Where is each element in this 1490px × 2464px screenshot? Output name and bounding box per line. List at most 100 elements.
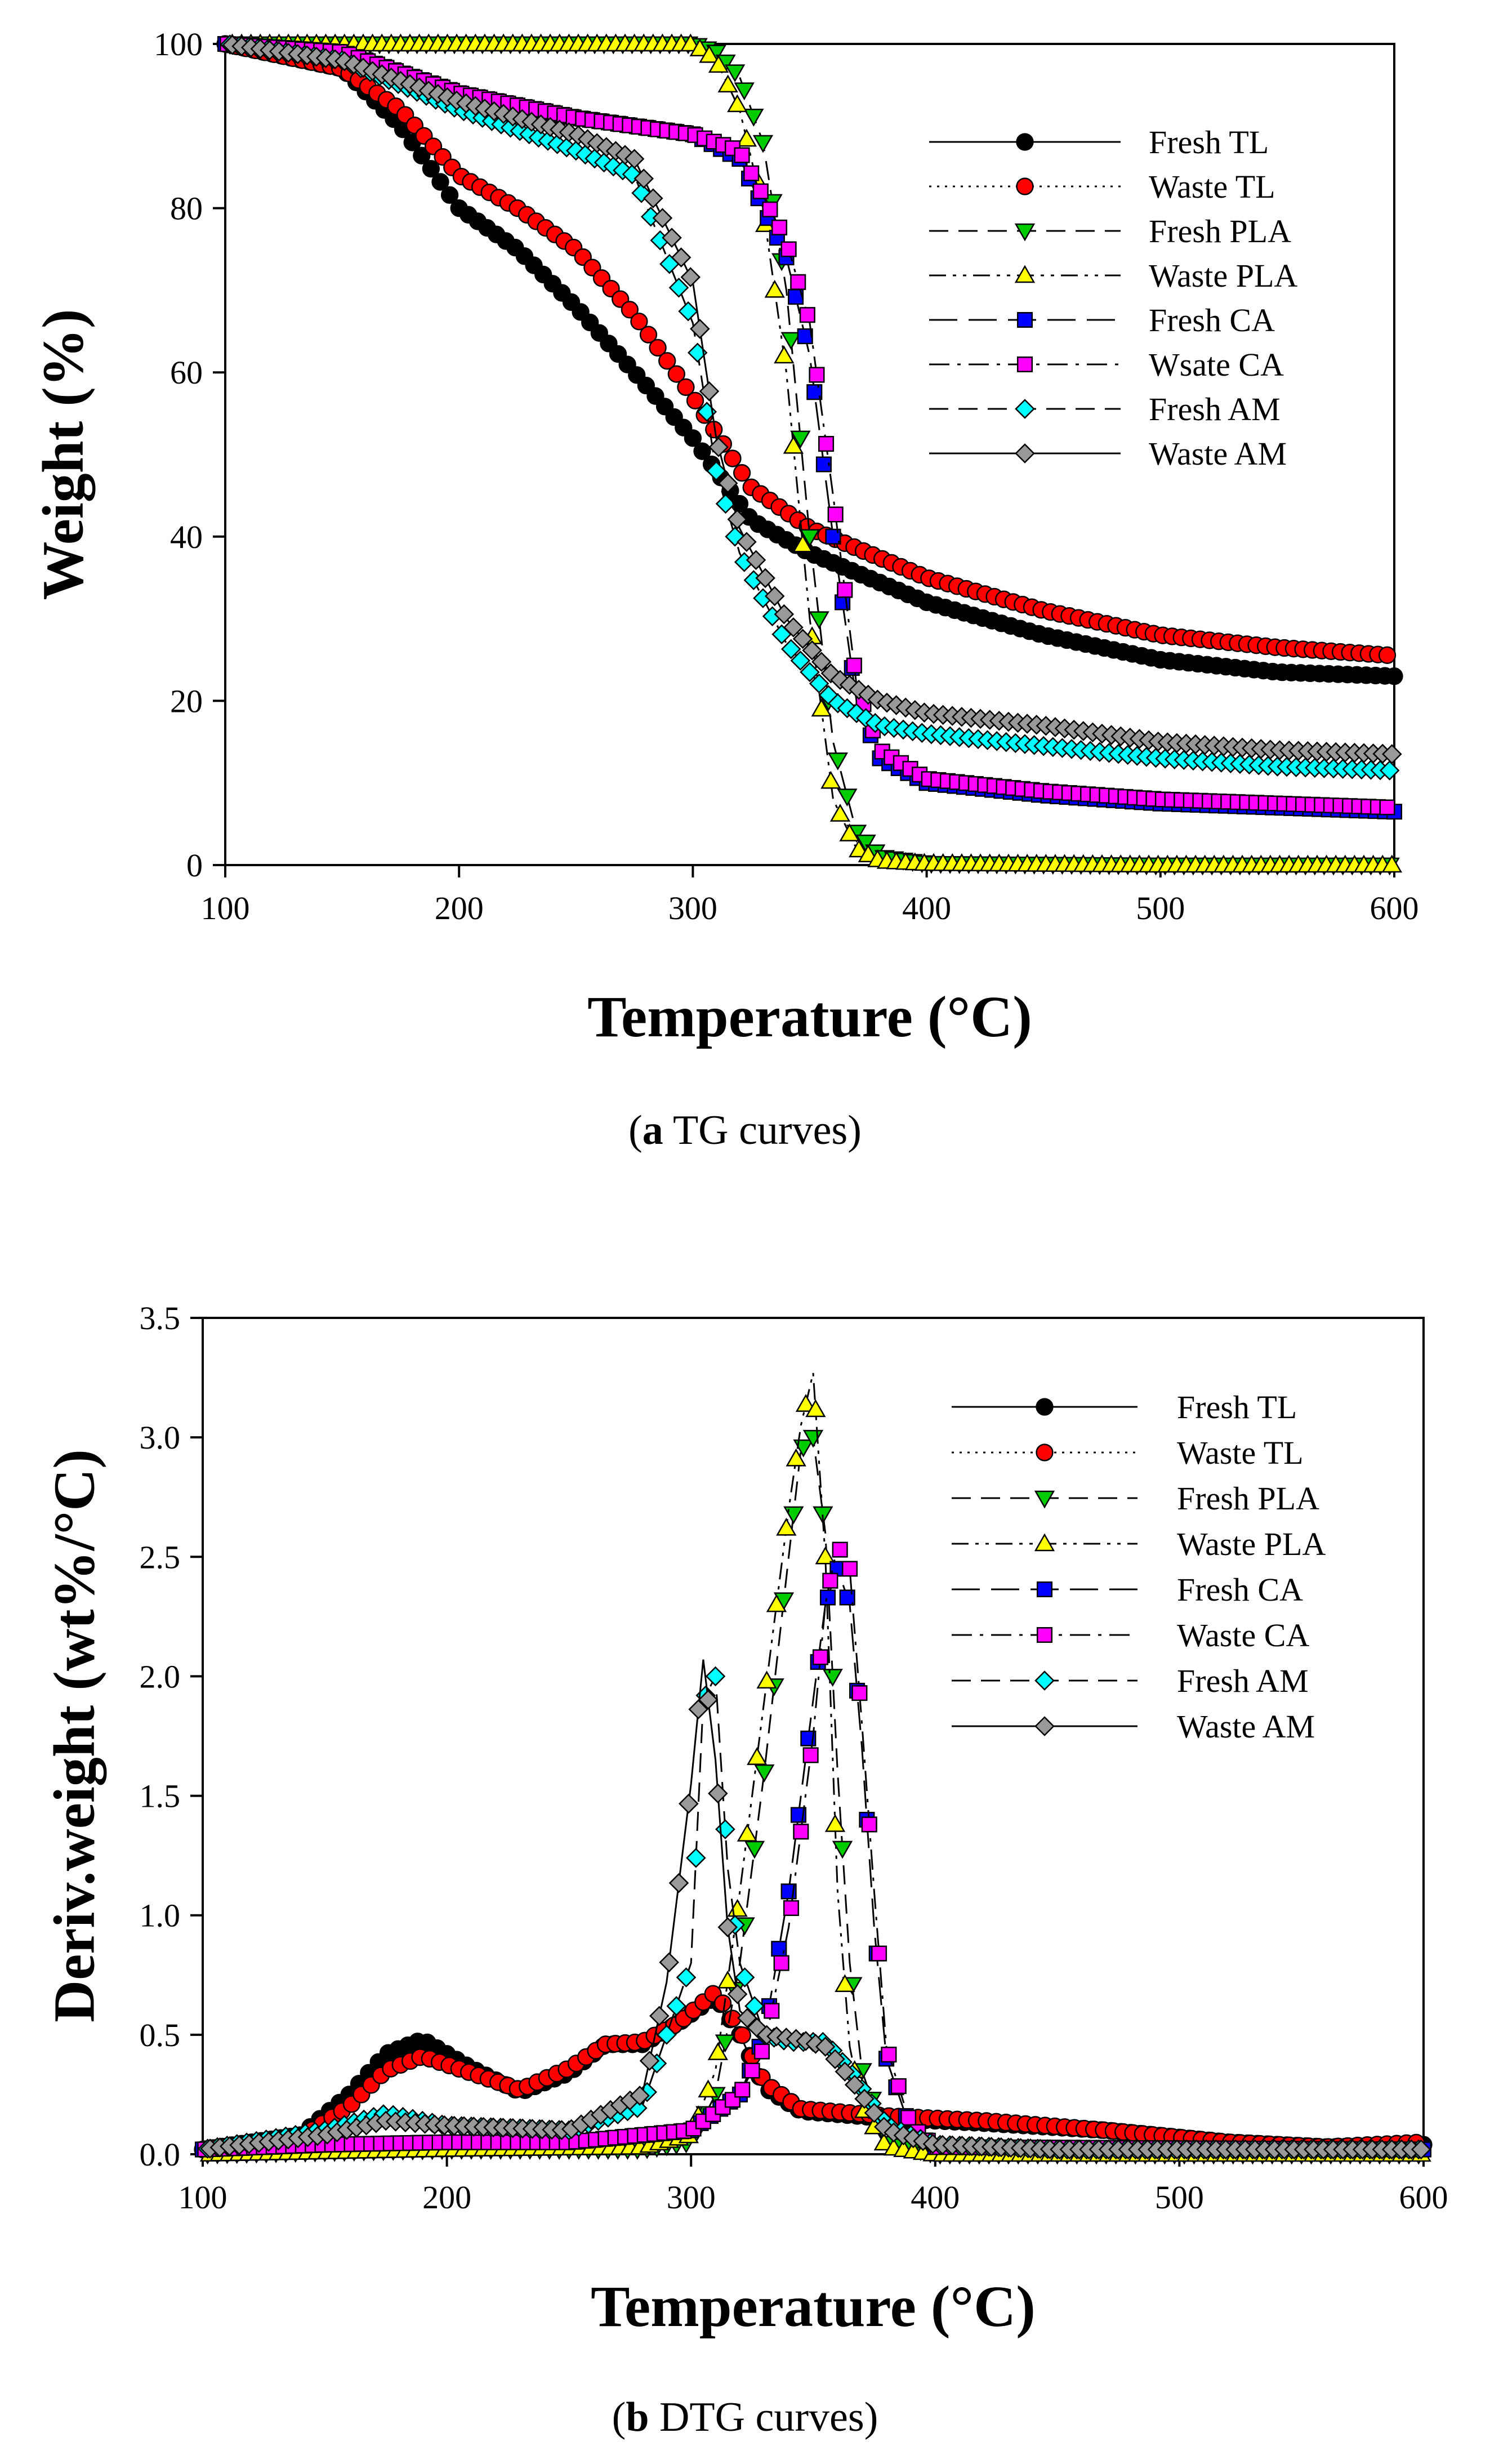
data-point (764, 2003, 780, 2019)
data-point (659, 1952, 679, 1973)
data-point (630, 2086, 650, 2106)
legend-label: Waste TL (1177, 1434, 1304, 1471)
data-point (1378, 646, 1397, 664)
data-point (733, 2026, 751, 2044)
data-point (630, 313, 648, 331)
y-tick-label: 0 (186, 847, 203, 884)
data-point (717, 1917, 738, 1937)
legend-label: Waste AM (1177, 1708, 1315, 1745)
data-point (832, 1541, 848, 1558)
data-point (662, 228, 682, 248)
data-point (809, 674, 829, 694)
data-point (861, 1816, 877, 1833)
legend-marker (1016, 356, 1033, 373)
data-point (873, 2132, 894, 2151)
data-point (577, 129, 598, 149)
data-point (837, 788, 858, 807)
data-point (752, 183, 769, 199)
y-tick-label: 40 (170, 519, 203, 555)
data-point (806, 384, 823, 400)
data-point (754, 1764, 775, 1783)
legend-marker (1034, 1670, 1055, 1691)
data-point (737, 1823, 758, 1842)
x-tick-label: 600 (1370, 890, 1419, 926)
chart-tg: 100 200 300 400 500 600 0 20 40 60 80 100 Temperatur… (30, 26, 1418, 1049)
data-point (811, 652, 832, 672)
legend-label: Waste TL (1149, 168, 1275, 205)
data-point (851, 1685, 868, 1701)
data-point (864, 2102, 885, 2123)
legend-label: Fresh TL (1177, 1389, 1297, 1425)
data-point (724, 449, 742, 467)
data-point (1379, 799, 1395, 816)
data-point (776, 1517, 797, 1536)
data-point (689, 38, 711, 56)
data-point (737, 2008, 757, 2028)
data-point (1382, 744, 1402, 764)
data-point (846, 657, 862, 674)
data-point (837, 582, 853, 598)
data-point (717, 74, 738, 93)
data-point (727, 1899, 748, 1917)
data-point (752, 135, 774, 153)
data-point (707, 2042, 729, 2060)
data-point (830, 670, 850, 690)
data-point (783, 435, 804, 454)
data-point (734, 82, 755, 101)
legend-label: Fresh CA (1149, 302, 1275, 338)
data-point (762, 201, 778, 217)
legend-marker (1034, 1490, 1055, 1509)
data-point (783, 617, 804, 638)
data-point (780, 332, 801, 350)
data-point (832, 1841, 853, 1859)
data-point (844, 2074, 865, 2095)
legend-marker (1014, 223, 1036, 242)
x-tick-label: 300 (668, 890, 717, 926)
data-point (680, 33, 701, 52)
data-point (699, 44, 720, 63)
data-point (724, 64, 746, 83)
data-point (698, 1690, 719, 1710)
data-point (871, 1945, 887, 1962)
data-point (771, 219, 788, 235)
data-point (622, 164, 643, 185)
data-point (440, 186, 459, 204)
data-point (818, 435, 835, 452)
series-waste-am (222, 34, 1402, 764)
y-tick-label: 80 (170, 190, 203, 227)
data-point (792, 629, 813, 649)
data-point (690, 319, 710, 339)
data-point (827, 506, 844, 523)
data-point (827, 752, 848, 770)
data-point (780, 241, 797, 257)
data-point (737, 532, 757, 552)
data-point (854, 2088, 875, 2109)
legend-label: Fresh PLA (1149, 213, 1291, 249)
data-point (825, 2049, 845, 2069)
legend-marker (1014, 265, 1036, 283)
data-point (698, 2079, 719, 2098)
data-point (809, 367, 825, 383)
data-point (688, 1699, 708, 1719)
data-point (649, 338, 667, 357)
data-point (900, 2110, 917, 2126)
x-tick-label: 400 (902, 890, 951, 926)
data-point (668, 277, 689, 298)
data-point (802, 640, 822, 661)
y-tick-label: 0.5 (140, 2017, 181, 2053)
y-tick-label: 3.5 (140, 1300, 181, 1336)
data-point (727, 509, 748, 529)
data-point (835, 2061, 855, 2082)
legend-label: Wsate CA (1149, 346, 1284, 383)
data-point (858, 844, 878, 863)
y-tick-label: 0.0 (140, 2136, 181, 2173)
y-tick-label: 1.0 (140, 1897, 181, 1934)
data-point (855, 708, 876, 728)
data-point (764, 586, 785, 607)
data-point (809, 611, 829, 630)
caption-a-letter: a (642, 1107, 663, 1153)
data-point (849, 679, 869, 700)
y-tick-label: 100 (154, 26, 203, 63)
data-point (799, 529, 820, 547)
